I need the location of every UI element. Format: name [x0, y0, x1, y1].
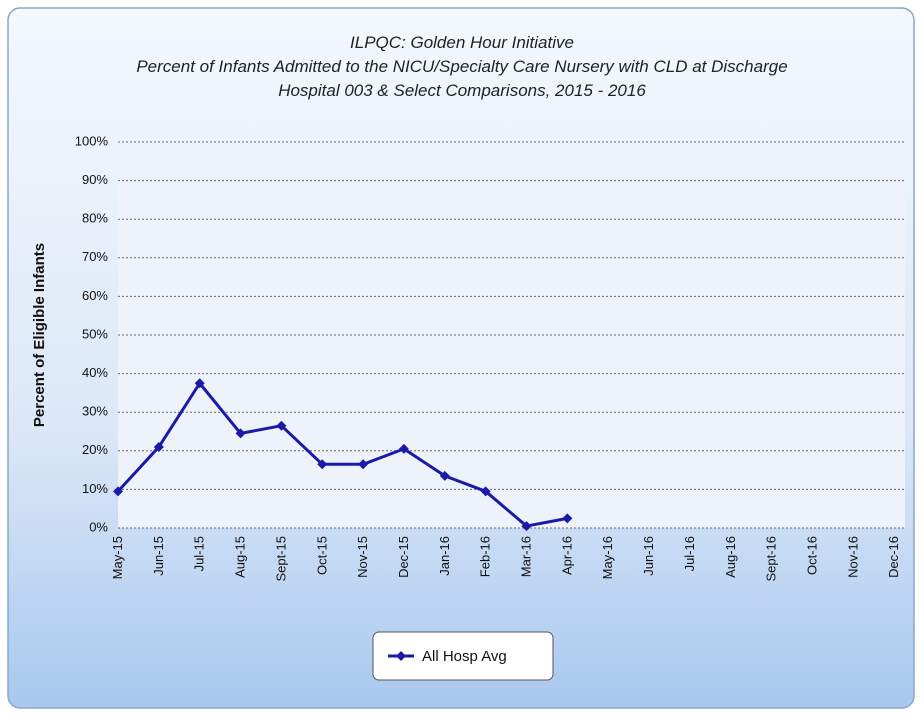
- y-tick-label: 80%: [82, 211, 108, 226]
- data-point: [398, 443, 409, 454]
- data-point: [276, 420, 287, 431]
- series-line: [116, 381, 568, 528]
- data-point: [235, 428, 246, 439]
- x-tick-label: Feb-16: [478, 536, 493, 577]
- y-tick-label: 0%: [89, 519, 108, 534]
- chart-subtitle: Hospital 003 & Select Comparisons, 2015 …: [278, 81, 646, 100]
- x-tick-label: Aug-15: [233, 536, 248, 578]
- y-tick-label: 10%: [82, 481, 108, 496]
- data-point: [358, 459, 369, 470]
- y-tick-label: 90%: [82, 172, 108, 187]
- x-tick-label: Jul-15: [192, 536, 207, 571]
- x-tick-label: Oct-16: [804, 536, 819, 575]
- x-tick-label: Jun-15: [151, 536, 166, 576]
- data-point: [153, 441, 164, 452]
- x-tick-label: May-16: [600, 536, 615, 579]
- x-tick-label: Jul-16: [682, 536, 697, 571]
- y-tick-label: 50%: [82, 326, 108, 341]
- y-tick-label: 60%: [82, 288, 108, 303]
- x-tick-label: Jan-16: [437, 536, 452, 576]
- data-point: [521, 521, 532, 532]
- data-point: [439, 470, 450, 481]
- data-point: [317, 459, 328, 470]
- y-tick-label: 30%: [82, 404, 108, 419]
- x-tick-label: Oct-15: [314, 536, 329, 575]
- data-point: [113, 486, 123, 497]
- x-tick-label: Dec-16: [886, 536, 901, 578]
- legend-marker: [396, 651, 406, 661]
- data-point: [562, 513, 573, 524]
- y-tick-label: 100%: [75, 133, 109, 148]
- y-tick-label: 40%: [82, 365, 108, 380]
- x-tick-label: Mar-16: [519, 536, 534, 577]
- x-tick-label: Nov-15: [355, 536, 370, 578]
- y-tick-label: 20%: [82, 442, 108, 457]
- x-tick-label: Apr-16: [559, 536, 574, 575]
- x-tick-label: Jun-16: [641, 536, 656, 576]
- x-tick-label: Sept-15: [273, 536, 288, 582]
- x-tick-label: May-15: [110, 536, 125, 579]
- y-axis-label: Percent of Eligible Infants: [31, 243, 48, 427]
- data-point: [480, 486, 491, 497]
- x-tick-label: Sept-16: [764, 536, 779, 582]
- legend: [372, 631, 554, 681]
- chart-subtitle: Percent of Infants Admitted to the NICU/…: [136, 57, 787, 76]
- x-tick-label: Aug-16: [723, 536, 738, 578]
- y-tick-label: 70%: [82, 249, 108, 264]
- legend-label: All Hosp Avg: [422, 648, 507, 665]
- x-tick-label: Nov-16: [845, 536, 860, 578]
- x-tick-label: Dec-15: [396, 536, 411, 578]
- data-point: [194, 378, 205, 389]
- chart-title: ILPQC: Golden Hour Initiative: [350, 33, 574, 52]
